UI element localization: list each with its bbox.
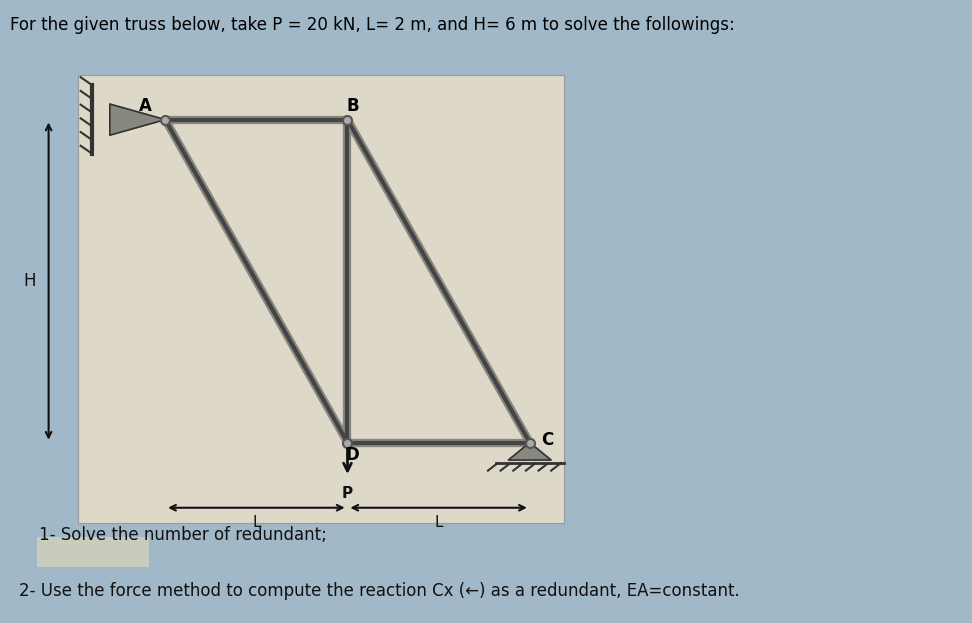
Bar (78, 75, 564, 523)
Text: 1- Solve the number of redundant;: 1- Solve the number of redundant; (39, 526, 327, 545)
Text: For the given truss below, take P = 20 kN, L= 2 m, and H= 6 m to solve the follo: For the given truss below, take P = 20 k… (10, 16, 735, 34)
Polygon shape (110, 104, 165, 135)
Text: D: D (345, 446, 360, 464)
Text: L: L (252, 515, 260, 530)
Text: A: A (139, 97, 153, 115)
Polygon shape (508, 442, 551, 460)
Text: L: L (434, 515, 443, 530)
Bar (37, 537, 149, 567)
Text: P: P (342, 486, 353, 501)
Text: H: H (23, 272, 35, 290)
Text: 2- Use the force method to compute the reaction Cx (←) as a redundant, EA=consta: 2- Use the force method to compute the r… (19, 582, 741, 599)
Text: B: B (346, 97, 359, 115)
Text: C: C (541, 431, 553, 449)
